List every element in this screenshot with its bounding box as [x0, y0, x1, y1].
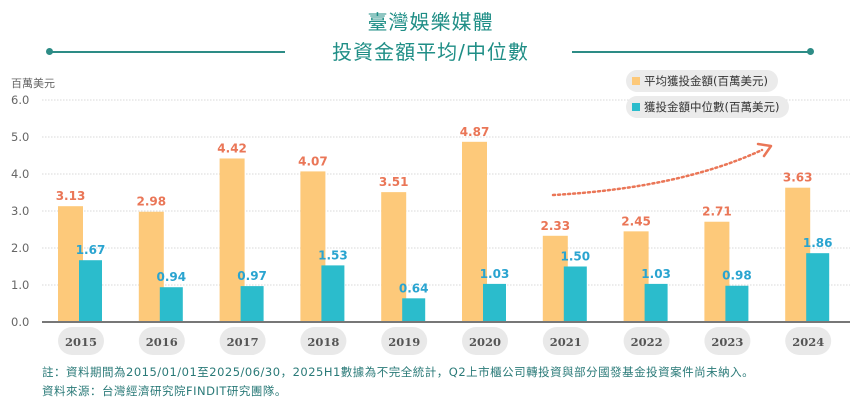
bar-average	[300, 171, 326, 322]
bar-average	[138, 211, 164, 322]
chart-title-row: 投資金額平均/中位數	[0, 34, 861, 64]
chart-title-line2: 投資金額平均/中位數	[332, 40, 529, 64]
bar-average	[704, 221, 730, 322]
data-label-average: 3.13	[56, 189, 86, 203]
bar-median	[644, 283, 668, 322]
data-label-median: 0.98	[722, 269, 752, 283]
bar-average	[462, 141, 487, 322]
title-rule-left-dot	[46, 48, 53, 55]
data-label-average: 4.42	[217, 141, 247, 155]
bar-median	[483, 283, 506, 322]
y-axis-unit-label: 百萬美元	[11, 77, 55, 90]
source-note: 資料來源：台灣經濟研究院FINDIT研究團隊。	[42, 384, 287, 398]
trend-arrow-head-icon	[756, 142, 773, 158]
y-tick-label: 1.0	[11, 278, 29, 292]
data-label-average: 4.07	[298, 154, 328, 168]
x-tick-pill	[704, 327, 751, 355]
x-tick-pill	[462, 327, 508, 355]
x-tick-label: 2024	[792, 335, 824, 349]
data-label-median: 1.86	[803, 236, 833, 250]
data-label-average: 3.51	[379, 175, 409, 189]
y-tick-label: 4.0	[11, 167, 29, 181]
legend-item-median: 獲投金額中位數(百萬美元)	[626, 96, 790, 118]
bar-median	[806, 253, 830, 322]
bar-median	[563, 266, 587, 322]
y-tick-label: 6.0	[11, 93, 29, 107]
legend-label-average: 平均獲投金額(百萬美元)	[644, 74, 768, 88]
x-tick-label: 2018	[307, 335, 339, 349]
data-label-median: 1.03	[480, 267, 510, 281]
x-tick-label: 2022	[631, 335, 663, 349]
bar-average	[623, 231, 649, 322]
data-label-median: 1.50	[560, 250, 590, 264]
x-tick-pill	[785, 327, 832, 355]
y-tick-label: 2.0	[11, 241, 29, 255]
legend-swatch-median	[632, 103, 640, 111]
data-label-median: 0.94	[156, 270, 186, 284]
y-tick-label: 3.0	[11, 204, 29, 218]
bar-average	[785, 187, 811, 322]
bar-average	[58, 206, 83, 322]
data-label-average: 2.71	[702, 205, 732, 219]
bar-median	[159, 287, 183, 322]
y-tick-label: 5.0	[11, 130, 29, 144]
trend-arrow-line	[551, 148, 764, 197]
x-tick-pill	[623, 327, 670, 355]
x-tick-label: 2019	[388, 335, 420, 349]
x-tick-label: 2015	[65, 335, 97, 349]
data-label-average: 2.33	[540, 219, 570, 233]
bar-average	[219, 158, 245, 322]
bar-median	[725, 285, 749, 322]
x-tick-pill	[219, 327, 266, 355]
x-tick-label: 2023	[711, 335, 743, 349]
legend-swatch-average	[632, 77, 640, 85]
bar-median	[321, 265, 345, 322]
data-label-average: 2.98	[136, 195, 166, 209]
title-rule-right	[572, 51, 810, 53]
data-label-median: 1.53	[318, 248, 348, 262]
footnote: 註：資料期間為2015/01/01至2025/06/30，2025H1數據為不完…	[42, 365, 755, 379]
data-label-median: 0.97	[237, 269, 267, 283]
x-tick-label: 2016	[146, 335, 178, 349]
title-rule-left	[50, 51, 285, 53]
data-label-average: 2.45	[621, 214, 651, 228]
x-tick-pill	[542, 327, 589, 355]
x-tick-pill	[381, 327, 428, 355]
legend-item-average: 平均獲投金額(百萬美元)	[626, 70, 778, 92]
y-tick-label: 0.0	[11, 315, 29, 329]
bar-median	[240, 286, 264, 322]
bar-median	[402, 298, 426, 322]
title-rule-right-dot	[807, 48, 814, 55]
legend-label-median: 獲投金額中位數(百萬美元)	[644, 100, 780, 114]
x-tick-label: 2020	[469, 335, 501, 349]
chart-title-line1: 臺灣娛樂媒體	[367, 10, 494, 34]
x-tick-pill	[300, 327, 347, 355]
data-label-median: 0.64	[399, 281, 429, 295]
x-tick-pill	[58, 327, 104, 355]
x-tick-label: 2017	[227, 335, 259, 349]
bar-average	[542, 235, 568, 322]
x-tick-pill	[138, 327, 185, 355]
bar-average	[381, 192, 407, 322]
data-label-median: 1.67	[76, 243, 106, 257]
data-label-median: 1.03	[641, 267, 671, 281]
x-tick-label: 2021	[550, 335, 582, 349]
data-label-average: 4.87	[460, 125, 490, 139]
data-label-average: 3.63	[783, 171, 813, 185]
legend: 平均獲投金額(百萬美元) 獲投金額中位數(百萬美元)	[626, 70, 790, 122]
bar-median	[79, 260, 102, 322]
